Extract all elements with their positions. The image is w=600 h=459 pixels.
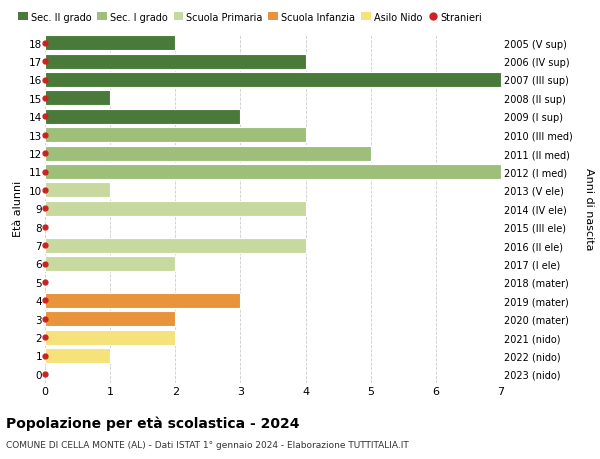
Bar [45,91,110,106]
Text: Popolazione per età scolastica - 2024: Popolazione per età scolastica - 2024 [6,415,299,430]
Bar [45,110,241,124]
Bar [45,257,175,271]
Bar [45,293,241,308]
Bar [45,55,305,69]
Bar [45,36,175,51]
Bar [45,73,501,88]
Bar [45,183,110,198]
Bar [45,165,501,179]
Y-axis label: Anni di nascita: Anni di nascita [584,168,593,250]
Bar [45,128,305,143]
Bar [45,146,371,161]
Bar [45,238,305,253]
Bar [45,312,175,326]
Text: COMUNE DI CELLA MONTE (AL) - Dati ISTAT 1° gennaio 2024 - Elaborazione TUTTITALI: COMUNE DI CELLA MONTE (AL) - Dati ISTAT … [6,440,409,449]
Bar [45,202,305,216]
Legend: Sec. II grado, Sec. I grado, Scuola Primaria, Scuola Infanzia, Asilo Nido, Stran: Sec. II grado, Sec. I grado, Scuola Prim… [18,12,482,22]
Y-axis label: Età alunni: Età alunni [13,181,23,237]
Bar [45,330,175,345]
Bar [45,348,110,363]
